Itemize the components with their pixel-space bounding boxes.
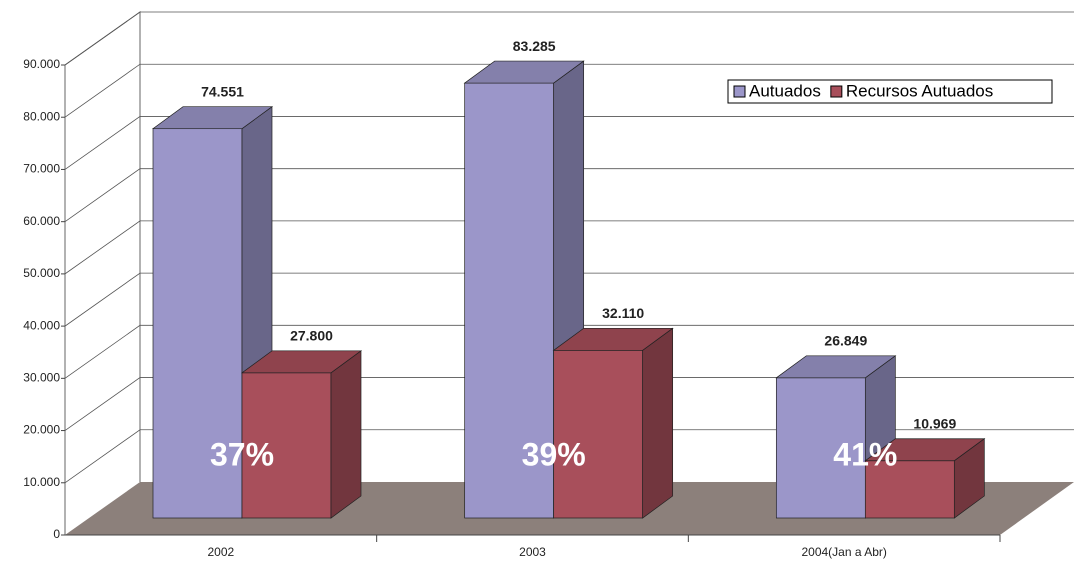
percent-label: 39% (522, 436, 586, 472)
grid-line (64, 272, 1074, 327)
bar-front (464, 82, 555, 519)
bar-top (864, 438, 986, 462)
y-tick-label: 40.000 (23, 318, 60, 332)
value-label: 83.285 (513, 38, 556, 54)
y-tick-label: 50.000 (23, 266, 60, 280)
bar-top (240, 350, 363, 374)
value-label: 10.969 (913, 415, 956, 431)
bar-front (152, 128, 243, 519)
grid-line (64, 220, 1074, 275)
bar-front (553, 349, 644, 519)
y-tick-label: 10.000 (23, 475, 60, 489)
bar-top (775, 355, 897, 379)
legend-swatch (830, 85, 843, 98)
grid-line (64, 429, 1074, 484)
bar-top (151, 106, 274, 130)
value-label: 32.110 (602, 305, 644, 321)
x-tick-label: 2004(Jan a Abr) (801, 545, 886, 559)
grid-line (64, 377, 1074, 431)
legend-label: Autuados (749, 81, 821, 100)
y-tick-label: 80.000 (23, 109, 60, 123)
percent-label: 41% (833, 436, 897, 472)
value-label: 27.800 (290, 328, 333, 344)
bar-top (552, 327, 674, 351)
value-label: 26.849 (824, 332, 867, 348)
x-tick-label: 2003 (519, 545, 546, 559)
legend-swatch (733, 85, 746, 98)
y-tick-label: 30.000 (23, 371, 60, 385)
bar-top (463, 60, 585, 84)
bar-side (642, 327, 674, 519)
grid-line (64, 168, 1074, 222)
y-tick-label: 90.000 (23, 57, 60, 71)
legend-label: Recursos Autuados (846, 81, 993, 100)
y-tick-label: 0 (53, 527, 60, 541)
bar-front (241, 372, 332, 519)
grid-line (64, 11, 1074, 66)
x-tick-label: 2002 (207, 545, 234, 559)
y-tick-label: 60.000 (23, 214, 60, 228)
grid-line (64, 63, 1074, 118)
percent-label: 37% (210, 436, 274, 472)
y-tick-label: 70.000 (23, 162, 60, 176)
grid-line (64, 324, 1074, 379)
bar-front (864, 460, 955, 519)
bar-front (775, 377, 866, 519)
grid-line (64, 116, 1074, 170)
bar-side (330, 350, 362, 519)
legend-box (727, 79, 1053, 104)
y-tick-label: 20.000 (23, 423, 60, 437)
value-label: 74.551 (201, 83, 244, 99)
